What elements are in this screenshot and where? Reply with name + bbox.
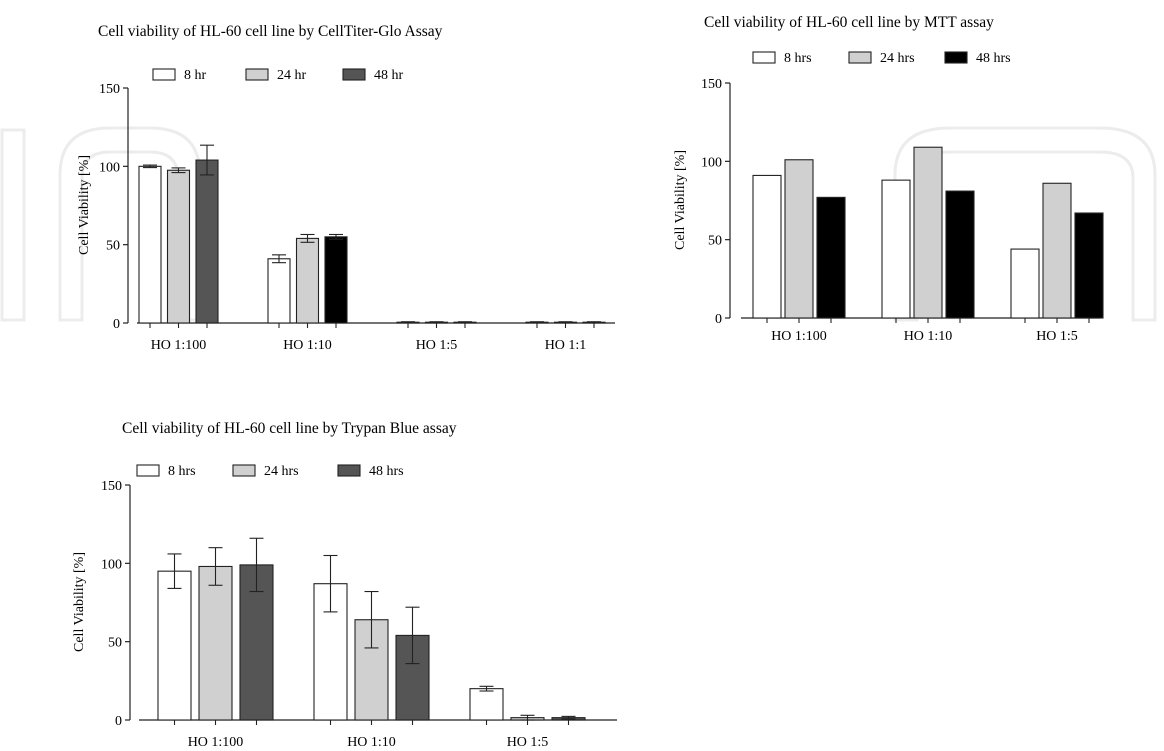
bar-8-hrs-HO-1-100	[752, 174, 782, 319]
plot-area: 0 50 100 150 HO 1:100 HO 1:10 HO 1:5	[101, 479, 617, 750]
x-tick-label: HO 1:5	[507, 735, 549, 750]
y-tick-label: 100	[701, 155, 722, 170]
y-tick-label: 50	[106, 239, 120, 254]
y-axis-label: Cell Viability [%]	[673, 150, 688, 250]
bar-8-hrs-HO-1-10	[881, 179, 911, 319]
legend-swatch	[152, 68, 176, 81]
y-tick-label: 150	[701, 77, 722, 92]
x-tick-label: HO 1:5	[1036, 329, 1078, 344]
x-tick-label: HO 1:100	[188, 735, 244, 750]
legend-label: 24 hr	[277, 68, 307, 83]
y-tick-label: 150	[99, 82, 120, 97]
bar-48-hr-HO-1-10	[324, 236, 348, 324]
bar-48-hrs-HO-1-10	[945, 190, 975, 319]
legend-swatch	[342, 68, 366, 81]
bar-24-hr-HO-1-10	[295, 237, 320, 324]
bar-8-hrs-HO-1-5	[469, 688, 504, 721]
y-tick-label: 100	[101, 557, 122, 572]
legend-label: 48 hr	[374, 68, 404, 83]
legend-label: 48 hrs	[976, 51, 1011, 66]
legend: 8 hrs 24 hrs 48 hrs	[136, 464, 404, 479]
legend-label: 24 hrs	[264, 464, 299, 479]
y-tick-label: 0	[715, 312, 722, 327]
legend-label: 24 hrs	[880, 51, 915, 66]
legend-label: 48 hrs	[369, 464, 404, 479]
y-tick-label: 50	[108, 636, 122, 651]
legend-swatch	[337, 464, 361, 477]
chart-title: Cell viability of HL-60 cell line by Cel…	[98, 23, 443, 40]
x-tick-label: HO 1:100	[771, 329, 827, 344]
chart-trypan-blue: Cell viability of HL-60 cell line by Try…	[72, 420, 617, 750]
chart-title: Cell viability of HL-60 cell line by Try…	[122, 420, 457, 437]
legend-swatch	[245, 68, 269, 81]
bar-8-hr-HO-1-100	[138, 165, 162, 324]
x-tick-label: HO 1:10	[347, 735, 396, 750]
bar-24-hr-HO-1-100	[166, 169, 191, 324]
bar-48-hrs-HO-1-100	[816, 196, 846, 319]
bar-24-hrs-HO-1-100	[784, 159, 814, 319]
legend-swatch	[848, 51, 872, 64]
legend: 8 hr 24 hr 48 hr	[152, 68, 404, 83]
y-tick-label: 100	[99, 160, 120, 175]
x-tick-label: HO 1:1	[545, 338, 587, 353]
bar-24-hrs-HO-1-5	[1042, 182, 1072, 319]
legend-swatch	[136, 464, 160, 477]
bar-8-hrs-HO-1-5	[1010, 248, 1040, 319]
legend-swatch	[944, 51, 968, 64]
bar-48-hr-HO-1-100	[195, 159, 219, 324]
bar-48-hrs-HO-1-5	[1074, 212, 1104, 319]
y-axis-label: Cell Viability [%]	[72, 552, 87, 652]
x-tick-label: HO 1:10	[904, 329, 953, 344]
legend: 8 hrs 24 hrs 48 hrs	[752, 51, 1011, 66]
bar-8-hr-HO-1-10	[267, 258, 291, 324]
x-tick-label: HO 1:5	[416, 338, 458, 353]
plot-area: 0 50 100 150 HO 1:100 HO 1:10 HO 1:5 HO 1:1	[99, 82, 615, 353]
y-tick-label: 150	[101, 479, 122, 494]
y-tick-label: 0	[115, 714, 122, 729]
plot-area: 0 50 100 150 HO 1:100 HO 1:10 HO 1:5	[701, 77, 1104, 344]
legend-swatch	[752, 51, 776, 64]
legend-label: 8 hrs	[784, 51, 812, 66]
bar-8-hrs-HO-1-100	[157, 570, 192, 721]
bar-24-hrs-HO-1-10	[913, 146, 943, 319]
chart-title: Cell viability of HL-60 cell line by MTT…	[704, 14, 994, 31]
y-axis-label: Cell Viability [%]	[77, 155, 92, 255]
y-tick-label: 0	[113, 317, 120, 332]
legend-label: 8 hr	[184, 68, 207, 83]
chart-celltiter-glo: Cell viability of HL-60 cell line by Cel…	[77, 23, 615, 353]
x-tick-label: HO 1:100	[151, 338, 207, 353]
bar-24-hrs-HO-1-100	[198, 565, 233, 721]
y-tick-label: 50	[708, 234, 722, 249]
legend-swatch	[232, 464, 256, 477]
chart-mtt: Cell viability of HL-60 cell line by MTT…	[673, 14, 1104, 344]
x-tick-label: HO 1:10	[283, 338, 332, 353]
legend-label: 8 hrs	[168, 464, 196, 479]
